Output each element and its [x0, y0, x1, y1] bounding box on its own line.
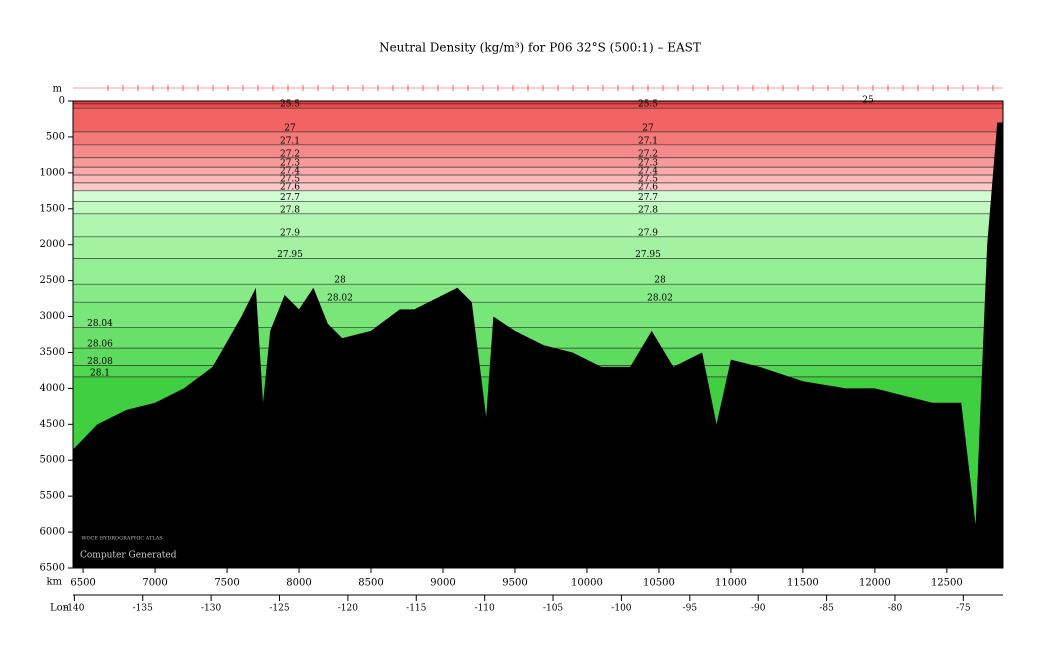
x-tick-label: 11000: [715, 578, 747, 589]
density-band: [73, 201, 1003, 214]
y-tick-label: 5000: [40, 455, 65, 466]
contour-label: 27.2: [638, 149, 658, 159]
lon-tick-label: -95: [683, 604, 698, 614]
lon-tick-label: -90: [751, 604, 766, 614]
lon-tick-label: -125: [269, 604, 289, 614]
density-band: [73, 101, 1003, 104]
density-band: [73, 182, 1003, 191]
contour-label: 27.9: [638, 228, 658, 238]
contour-label: 27.2: [280, 149, 300, 159]
contour-label: 27.3: [280, 159, 300, 169]
y-axis-label: m: [53, 84, 63, 95]
x-tick-label: 8500: [358, 578, 383, 589]
contour-label: 27.1: [280, 136, 300, 146]
lon-tick-label: -140: [64, 604, 84, 614]
contour-label: 27.95: [635, 250, 661, 260]
bottom-topography: [73, 122, 1003, 569]
density-band: [73, 103, 1003, 109]
x-tick-label: 7500: [214, 578, 239, 589]
y-tick-label: 5500: [40, 491, 65, 502]
density-band: [73, 236, 1003, 259]
lon-tick-label: -85: [819, 604, 834, 614]
y-tick-label: 3000: [40, 311, 65, 322]
x-tick-label: 9000: [430, 578, 455, 589]
lon-tick-label: -135: [133, 604, 153, 614]
contour-label: 25: [862, 95, 874, 105]
density-band: [73, 108, 1003, 132]
contour-label: 28.02: [647, 294, 673, 304]
contour-label: 25.5: [280, 100, 300, 110]
y-tick-label: 1500: [40, 203, 65, 214]
contour-label: 27.9: [280, 228, 300, 238]
contour-label: 27.5: [638, 174, 658, 184]
contour-label: 28.1: [90, 368, 110, 378]
lon-tick-label: -120: [338, 604, 358, 614]
contour-label: 28.08: [87, 357, 113, 367]
density-band: [73, 144, 1003, 158]
lon-tick-label: -75: [956, 604, 971, 614]
contour-label: 27.7: [638, 193, 658, 203]
x-tick-label: 10500: [643, 578, 675, 589]
y-tick-label: 2500: [40, 275, 65, 286]
x-tick-label: 12000: [859, 578, 891, 589]
y-tick-label: 4000: [40, 383, 65, 394]
contour-label: 27.6: [280, 182, 300, 192]
contour-label: 28.04: [87, 319, 113, 329]
contour-label: 27.5: [280, 174, 300, 184]
density-band: [73, 157, 1003, 168]
x-tick-label: 7000: [142, 578, 167, 589]
contour-label: 27.6: [638, 182, 658, 192]
credit: Computer Generated: [80, 551, 177, 561]
y-tick-label: 1000: [40, 167, 65, 178]
contour-label: 27.4: [638, 167, 658, 177]
x-tick-label: 6500: [70, 578, 95, 589]
chart-title: Neutral Density (kg/m³) for P06 32°S (50…: [379, 41, 701, 55]
lon-tick-label: -115: [406, 604, 426, 614]
contour-label: 27.7: [280, 193, 300, 203]
density-band: [73, 284, 1003, 303]
density-band: [73, 258, 1003, 285]
contour-label: 27: [642, 123, 654, 133]
x-tick-label: 8000: [286, 578, 311, 589]
density-band: [73, 213, 1003, 237]
density-band: [73, 302, 1003, 328]
contour-label: 27.8: [638, 205, 658, 215]
contour-label: 27.1: [638, 136, 658, 146]
lon-tick-label: -110: [475, 604, 495, 614]
density-band: [73, 190, 1003, 202]
y-tick-label: 6000: [40, 527, 65, 538]
y-tick-label: 2000: [40, 239, 65, 250]
logo: WOCE HYDROGRAPHIC ATLAS: [81, 536, 163, 542]
density-band: [73, 167, 1003, 176]
density-band: [73, 131, 1003, 145]
contour-label: 27.4: [280, 167, 300, 177]
x-tick-label: 12500: [931, 578, 963, 589]
contour-label: 27.8: [280, 205, 300, 215]
contour-label: 25.5: [638, 100, 658, 110]
lon-tick-label: -105: [543, 604, 563, 614]
lon-axis-label: Lon: [50, 603, 70, 614]
contour-label: 28: [654, 276, 666, 286]
y-tick-label: 0: [59, 96, 65, 107]
lon-tick-label: -100: [611, 604, 631, 614]
contour-label: 27.95: [277, 250, 303, 260]
contour-label: 28.06: [87, 340, 113, 350]
x-tick-label: 9500: [502, 578, 527, 589]
lon-tick-label: -80: [888, 604, 903, 614]
contour-label: 28: [334, 276, 346, 286]
contour-label: 28.02: [327, 294, 353, 304]
lon-tick-label: -130: [201, 604, 221, 614]
contour-label: 27: [284, 123, 296, 133]
y-tick-label: 4500: [40, 419, 65, 430]
x-tick-label: 11500: [787, 578, 819, 589]
y-tick-label: 500: [46, 131, 65, 142]
x-tick-label: 10000: [571, 578, 603, 589]
density-band: [73, 175, 1003, 183]
x-axis-label: km: [46, 577, 62, 588]
y-tick-label: 6500: [40, 563, 65, 574]
contour-label: 27.3: [638, 159, 658, 169]
y-tick-label: 3500: [40, 347, 65, 358]
